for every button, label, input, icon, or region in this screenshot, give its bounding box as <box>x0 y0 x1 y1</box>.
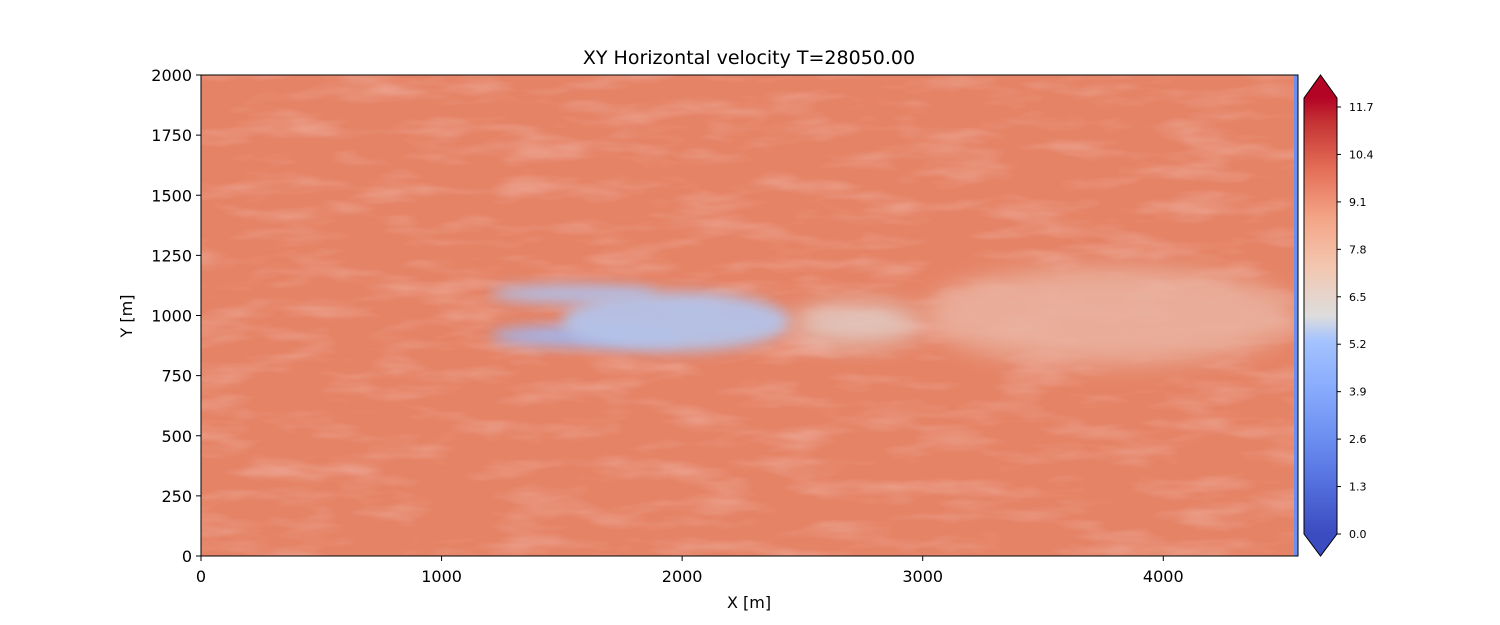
colorbar-tick-label: 6.5 <box>1349 291 1367 304</box>
x-tick-label: 2000 <box>662 567 703 586</box>
colorbar-tick-label: 7.8 <box>1349 243 1367 256</box>
y-tick-label: 250 <box>161 487 192 506</box>
colorbar-gradient <box>1304 98 1337 534</box>
colorbar-extend-min <box>1304 534 1337 556</box>
y-axis-ticks: 0 250 500 750 1000 1250 1500 1750 2000 <box>151 66 201 566</box>
wake-feature-4 <box>790 303 923 345</box>
y-tick-label: 1000 <box>151 307 192 326</box>
y-tick-label: 1250 <box>151 246 192 265</box>
colorbar-tick-label: 0.0 <box>1349 528 1367 541</box>
colorbar-tick-label: 5.2 <box>1349 338 1367 351</box>
y-tick-label: 500 <box>161 427 192 446</box>
colorbar-extend-max <box>1304 75 1337 98</box>
chart-title: XY Horizontal velocity T=28050.00 <box>583 47 915 69</box>
y-tick-label: 750 <box>161 367 192 386</box>
colorbar-tick-label: 2.6 <box>1349 433 1367 446</box>
y-tick-label: 1750 <box>151 126 192 145</box>
colorbar-tick-label: 3.9 <box>1349 386 1367 399</box>
colorbar-tick-label: 10.4 <box>1349 148 1374 161</box>
y-tick-label: 2000 <box>151 66 192 85</box>
x-tick-label: 3000 <box>902 567 943 586</box>
heatmap-field <box>201 75 1298 556</box>
x-tick-label: 0 <box>196 567 206 586</box>
colorbar-ticks: 0.0 1.3 2.6 3.9 5.2 6.5 7.8 9.1 10.4 11.7 <box>1337 101 1374 541</box>
wake-feature-5 <box>922 267 1298 364</box>
x-axis-ticks: 0 1000 2000 3000 4000 <box>196 556 1184 586</box>
y-axis-label: Y [m] <box>117 295 136 339</box>
y-tick-label: 1500 <box>151 186 192 205</box>
wake-feature-3 <box>561 291 791 352</box>
wake-region <box>489 267 1298 364</box>
colorbar-tick-label: 1.3 <box>1349 481 1367 494</box>
colorbar-tick-label: 11.7 <box>1349 101 1374 114</box>
x-tick-label: 1000 <box>421 567 462 586</box>
x-axis-label: X [m] <box>727 593 771 612</box>
domain-edge-strip <box>1294 75 1298 556</box>
colorbar-tick-label: 9.1 <box>1349 196 1367 209</box>
x-tick-label: 4000 <box>1143 567 1184 586</box>
y-tick-label: 0 <box>182 547 192 566</box>
colorbar: 0.0 1.3 2.6 3.9 5.2 6.5 7.8 9.1 10.4 11.7 <box>1303 74 1374 557</box>
